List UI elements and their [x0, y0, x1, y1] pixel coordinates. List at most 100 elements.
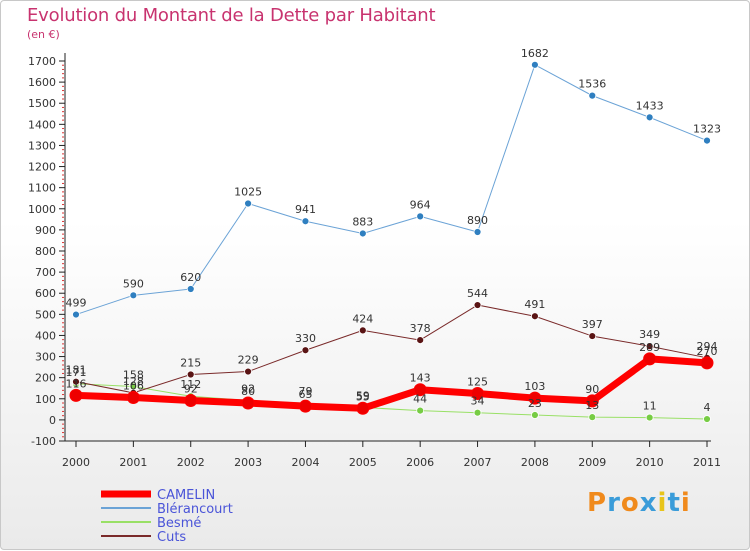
data-label: 34	[471, 395, 485, 408]
y-tick-label: 100	[35, 393, 56, 406]
legend-label: Besmé	[157, 516, 201, 531]
data-point	[241, 396, 255, 410]
data-point	[301, 346, 310, 355]
data-point	[358, 326, 367, 335]
data-label: 92	[241, 382, 255, 395]
data-point	[473, 301, 482, 309]
data-point	[645, 342, 654, 351]
data-point	[700, 356, 714, 370]
data-point	[298, 399, 312, 413]
data-label: 1323	[693, 123, 721, 136]
data-label: 158	[123, 369, 144, 382]
data-label: 890	[467, 214, 488, 227]
data-point	[244, 367, 252, 376]
data-label: 330	[295, 332, 316, 345]
proxiti-logo: Proxiti	[587, 488, 691, 518]
data-label: 397	[582, 318, 603, 331]
data-label: 181	[66, 364, 87, 377]
data-label: 590	[123, 277, 144, 290]
data-point	[645, 113, 654, 122]
data-label: 44	[413, 393, 427, 406]
data-label: 215	[180, 357, 201, 370]
y-tick-label: 600	[35, 287, 56, 300]
data-label: 964	[410, 198, 431, 211]
data-point	[703, 415, 711, 423]
y-tick-label: 300	[35, 351, 56, 364]
y-tick-label: 1100	[28, 182, 56, 195]
x-tick-label: 2008	[521, 456, 549, 469]
data-label: 59	[356, 389, 370, 402]
data-label: 116	[66, 377, 87, 390]
x-tick-label: 2009	[578, 456, 606, 469]
data-label: 80	[241, 385, 255, 398]
x-tick-label: 2001	[119, 456, 147, 469]
data-label: 79	[298, 385, 312, 398]
data-label: 23	[528, 397, 542, 410]
data-point	[703, 136, 711, 145]
legend-label: Cuts	[157, 530, 186, 545]
data-point	[588, 413, 597, 422]
data-label: 125	[467, 376, 488, 389]
x-tick-label: 2006	[406, 456, 434, 469]
x-tick-label: 2011	[693, 456, 721, 469]
data-point	[531, 411, 539, 419]
data-point	[69, 388, 83, 402]
data-label: 941	[295, 203, 316, 216]
y-tick-label: 500	[35, 308, 56, 321]
y-tick-label: 200	[35, 372, 56, 385]
data-point	[356, 401, 370, 415]
data-label: 55	[356, 390, 370, 403]
data-point	[473, 408, 482, 417]
y-tick-label: 1600	[28, 76, 56, 89]
data-point	[301, 217, 310, 226]
data-point	[531, 60, 539, 69]
data-label: 171	[66, 366, 87, 379]
data-label: 1025	[234, 186, 262, 199]
x-tick-label: 2010	[636, 456, 664, 469]
y-tick-label: 400	[35, 329, 56, 342]
data-label: 499	[66, 297, 87, 310]
data-label: 1682	[521, 47, 549, 60]
y-tick-label: 1400	[28, 118, 56, 131]
data-point	[416, 336, 425, 344]
legend-label: CAMELIN	[157, 488, 215, 503]
data-point	[588, 332, 597, 340]
chart-title: Evolution du Montant de la Dette par Hab…	[27, 5, 436, 26]
series-line-Besmé	[75, 383, 708, 420]
data-point	[416, 212, 425, 221]
x-tick-label: 2005	[349, 456, 377, 469]
y-tick-label: 800	[35, 245, 56, 258]
y-tick-label: 1300	[28, 139, 56, 152]
data-label: 4	[704, 401, 711, 414]
y-tick-label: 1200	[28, 161, 56, 174]
data-label: 143	[410, 372, 431, 385]
series-line-Cuts	[75, 304, 708, 394]
chart-subtitle: (en €)	[27, 28, 60, 41]
data-label: 90	[585, 383, 599, 396]
data-label: 13	[585, 399, 599, 412]
data-label: 112	[180, 378, 201, 391]
data-label: 128	[123, 375, 144, 388]
data-point	[643, 352, 657, 366]
data-label: 1433	[636, 99, 664, 112]
y-tick-label: 1500	[28, 97, 56, 110]
data-point	[184, 393, 198, 407]
y-tick-label: 900	[35, 224, 56, 237]
y-tick-label: -100	[31, 435, 56, 448]
data-label: 11	[643, 400, 657, 413]
data-label: 491	[524, 298, 545, 311]
data-label: 270	[697, 345, 718, 358]
data-label: 883	[352, 215, 373, 228]
data-point	[588, 91, 597, 100]
data-label: 544	[467, 287, 488, 300]
data-point	[72, 377, 80, 386]
y-tick-label: 1000	[28, 203, 56, 216]
data-point	[413, 383, 427, 397]
data-label: 106	[123, 380, 144, 393]
data-label: 424	[352, 312, 373, 325]
x-tick-label: 2000	[62, 456, 90, 469]
x-tick-label: 2002	[177, 456, 205, 469]
series-line-Blérancourt	[75, 64, 708, 316]
